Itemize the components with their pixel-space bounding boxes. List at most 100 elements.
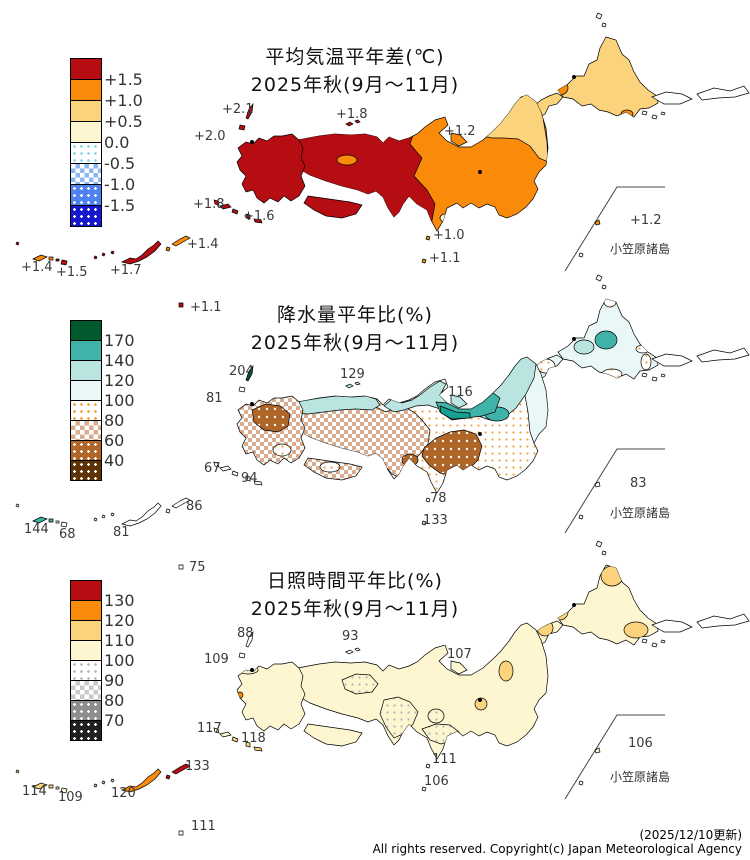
legend-label: 130 [104, 591, 135, 610]
station-value-temperature: +1.5 [56, 265, 88, 280]
legend-cell-temperature-bluedots [70, 184, 102, 206]
station-value-temperature: +1.4 [187, 237, 219, 252]
station-value-sunshine: 114 [22, 784, 47, 799]
city-dot [478, 432, 482, 436]
legend-cell-precipitation-browndots [70, 440, 102, 461]
station-value-sunshine: 107 [447, 647, 472, 662]
station-value-precipitation: 81 [113, 525, 130, 540]
station-value-precipitation: 81 [206, 391, 223, 406]
city-dot [250, 140, 254, 144]
legend-label: +1.5 [104, 70, 143, 89]
legend-label: 110 [104, 631, 135, 650]
legend-cell-sunshine-graycheck [70, 680, 102, 701]
legend-cell-precipitation-orangedots [70, 400, 102, 421]
station-value-temperature: +1.1 [190, 300, 222, 315]
legend-label: +1.0 [104, 91, 143, 110]
station-value-precipitation: 129 [340, 367, 365, 382]
island-oki [345, 381, 361, 389]
temperature-title-line2: 2025年秋(9月～11月) [250, 74, 460, 96]
legend-cell-sunshine-graydots [70, 660, 102, 681]
updated-timestamp: (2025/12/10更新) [639, 828, 742, 842]
legend-cell-precipitation-lightteal [70, 360, 102, 381]
legend-cell-temperature-darkbluedots [70, 205, 102, 227]
station-value-precipitation: 67 [204, 461, 221, 476]
station-value-temperature: +1.8 [336, 107, 368, 122]
legend-label: +0.5 [104, 112, 143, 131]
station-value-precipitation: 94 [241, 471, 258, 486]
station-value-sunshine: 93 [342, 629, 359, 644]
legend-label: 100 [104, 391, 135, 410]
legend-label: 80 [104, 691, 125, 710]
island-iki [238, 124, 246, 131]
legend-cell-temperature-darkred [70, 58, 102, 80]
station-value-sunshine: 88 [237, 626, 254, 641]
legend-cell-sunshine-blackdots [70, 720, 102, 741]
island-shikoku [303, 723, 363, 747]
ogasawara-inset-border [564, 186, 665, 272]
legend-cell-sunshine-amber [70, 620, 102, 641]
legend-cell-temperature-cyandots [70, 142, 102, 164]
legend-cell-sunshine-cream [70, 640, 102, 661]
ogasawara-label-sunshine: 小笠原諸島 [610, 770, 671, 784]
station-value-sunshine: 133 [185, 759, 210, 774]
station-value-precipitation: 78 [430, 491, 447, 506]
island-okinawa [121, 502, 162, 527]
station-value-sunshine: 111 [191, 819, 216, 834]
station-value-sunshine: 109 [204, 652, 229, 667]
station-value-temperature: +1.4 [21, 260, 53, 275]
legend-label: 140 [104, 351, 135, 370]
legend-cell-precipitation-pale [70, 380, 102, 401]
station-value-sunshine: 106 [424, 774, 449, 789]
precipitation-title-line1: 降水量平年比(%) [277, 304, 433, 326]
legend-cell-temperature-amber [70, 100, 102, 122]
station-value-precipitation: 133 [423, 513, 448, 528]
legend-label: 100 [104, 651, 135, 670]
sunshine-title-line2: 2025年秋(9月～11月) [250, 598, 460, 620]
station-value-sunshine: 106 [628, 736, 653, 751]
station-value-precipitation: 75 [189, 560, 206, 575]
city-dot [250, 668, 254, 672]
station-value-precipitation: 83 [630, 476, 647, 491]
legend-cell-sunshine-darkred [70, 580, 102, 601]
station-value-sunshine: 120 [111, 786, 136, 801]
sunshine-title-line1: 日照時間平年比(%) [267, 570, 443, 592]
precipitation-title-line2: 2025年秋(9月～11月) [250, 332, 460, 354]
legend-label: -0.5 [104, 154, 136, 173]
station-value-temperature: +1.0 [433, 228, 465, 243]
station-value-sunshine: 111 [432, 752, 457, 767]
island-oki [345, 647, 361, 655]
legend-label: 120 [104, 371, 135, 390]
legend-label: 170 [104, 331, 135, 350]
legend-label: 70 [104, 711, 125, 730]
station-value-temperature: +1.8 [193, 197, 225, 212]
station-value-precipitation: 144 [24, 522, 49, 537]
legend-label: -1.0 [104, 175, 136, 194]
legend-cell-temperature-orange [70, 79, 102, 101]
legend-label: 120 [104, 611, 135, 630]
station-value-temperature: +1.1 [429, 251, 461, 266]
city-dot [572, 337, 576, 341]
ogasawara-label-temperature: 小笠原諸島 [610, 242, 671, 256]
legend-label: 0.0 [104, 133, 130, 152]
station-value-sunshine: 117 [197, 721, 222, 736]
legend-cell-temperature-bluecheck [70, 163, 102, 185]
legend-cell-sunshine-darkgraydots [70, 700, 102, 721]
city-dot [572, 603, 576, 607]
station-value-temperature: +1.2 [444, 124, 476, 139]
legend-cell-temperature-cream [70, 121, 102, 143]
ogasawara-label-precipitation: 小笠原諸島 [610, 506, 671, 520]
station-value-precipitation: 68 [59, 527, 76, 542]
temperature-title-line1: 平均気温平年差(℃) [265, 46, 445, 68]
station-value-temperature: +1.2 [630, 213, 662, 228]
legend-cell-precipitation-tancheck [70, 420, 102, 441]
station-value-precipitation: 116 [448, 385, 473, 400]
island-okinawa [121, 240, 162, 265]
island-shikoku [303, 195, 363, 219]
city-dot [250, 402, 254, 406]
station-value-precipitation: 204 [229, 364, 254, 379]
station-value-temperature: +1.6 [243, 209, 275, 224]
legend-cell-sunshine-orange [70, 600, 102, 621]
city-dot [572, 75, 576, 79]
